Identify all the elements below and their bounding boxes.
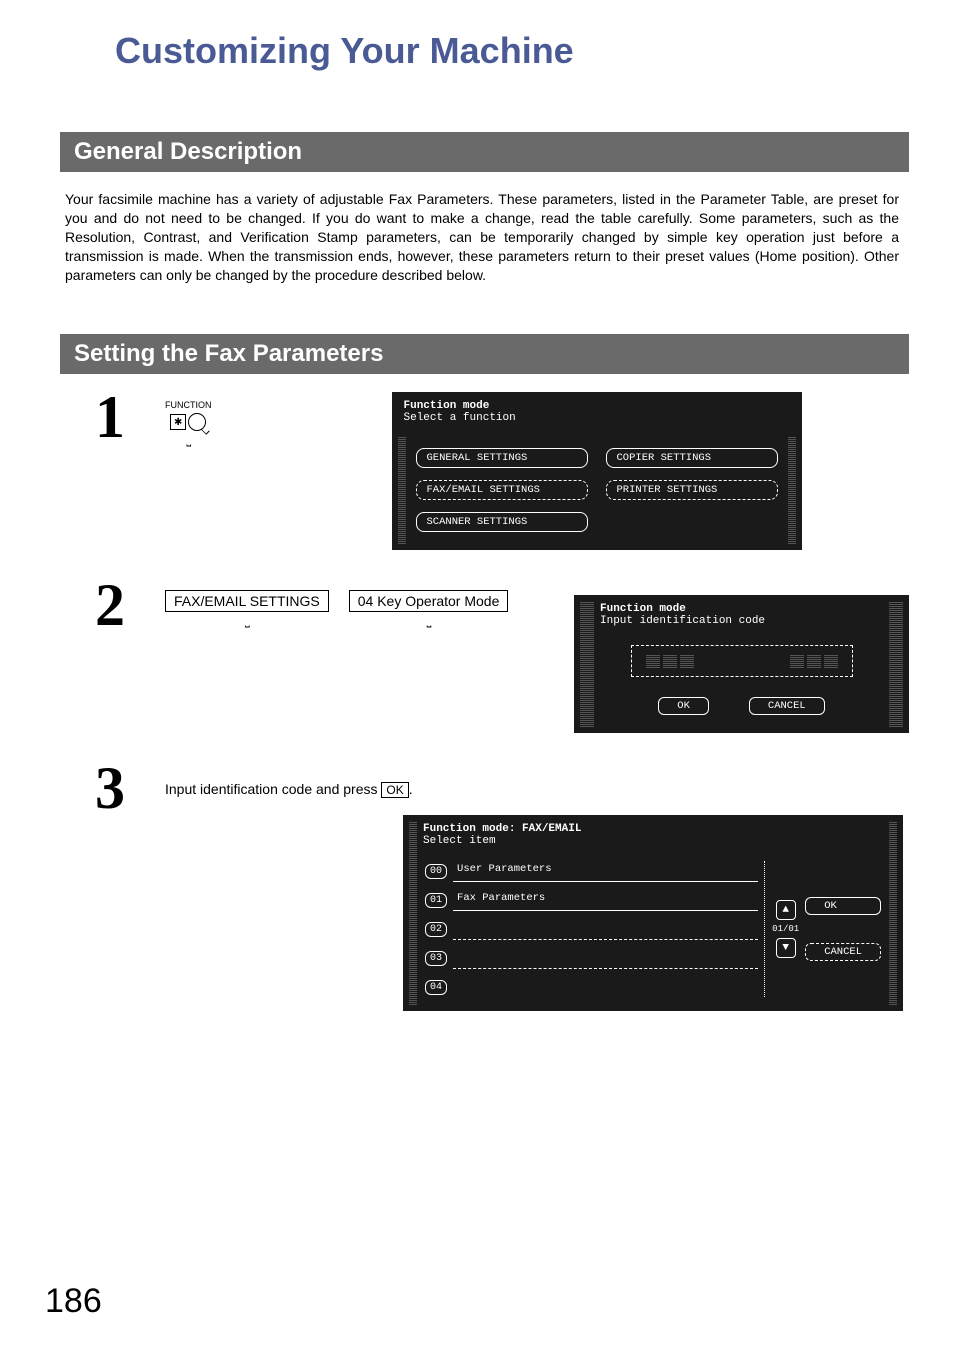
- step-1: 1 FUNCTION ✱ ⎵ Function mode Select a fu…: [95, 392, 909, 550]
- step-3-instruction: Input identification code and press OK.: [165, 781, 909, 797]
- separator: [764, 861, 766, 997]
- general-description-body: Your facsimile machine has a variety of …: [65, 190, 899, 284]
- hatch-decoration-icon: [788, 436, 796, 544]
- section-header-general: General Description: [60, 132, 909, 172]
- hatch-decoration-icon: [889, 601, 903, 727]
- list-item-number: 01: [425, 893, 447, 908]
- code-placeholder-icon: [646, 654, 660, 668]
- hatch-decoration-icon: [889, 821, 897, 1005]
- code-placeholder-icon: [790, 654, 804, 668]
- cancel-button[interactable]: CANCEL: [805, 943, 881, 961]
- scroll-down-button[interactable]: ▼: [776, 938, 796, 958]
- list-item-number: 04: [425, 980, 447, 995]
- page-number: 186: [45, 1282, 102, 1321]
- press-bracket-icon: ⎵: [245, 616, 249, 627]
- list-item-empty[interactable]: [453, 977, 758, 997]
- general-settings-button[interactable]: GENERAL SETTINGS: [416, 448, 588, 468]
- screen-fax-email-list: Function mode: FAX/EMAIL Select item 00 …: [403, 815, 903, 1011]
- code-placeholder-icon: [680, 654, 694, 668]
- press-bracket-icon: ⎵: [427, 616, 431, 627]
- ok-button[interactable]: OK: [658, 697, 709, 715]
- ok-button[interactable]: OK: [805, 897, 881, 915]
- cancel-button[interactable]: CANCEL: [749, 697, 825, 715]
- list-item-number: 02: [425, 922, 447, 937]
- section-header-fax-params: Setting the Fax Parameters: [60, 334, 909, 374]
- press-bracket-icon: ⎵: [186, 435, 190, 446]
- fax-email-settings-button[interactable]: FAX/EMAIL SETTINGS: [416, 480, 588, 500]
- code-entry-field[interactable]: [631, 645, 853, 677]
- screen-subtitle: Select a function: [398, 412, 796, 430]
- screen-title: Function mode: [594, 601, 889, 615]
- list-item-number: 00: [425, 864, 447, 879]
- code-placeholder-icon: [807, 654, 821, 668]
- list-item-empty[interactable]: [453, 948, 758, 969]
- copier-settings-button[interactable]: COPIER SETTINGS: [606, 448, 778, 468]
- list-item-empty[interactable]: [453, 919, 758, 940]
- screen-title: Function mode: [398, 398, 796, 412]
- step-number: 3: [95, 758, 165, 818]
- screen-title: Function mode: FAX/EMAIL: [417, 821, 889, 835]
- list-item-fax-params[interactable]: Fax Parameters: [453, 890, 758, 911]
- screen-subtitle: Input identification code: [594, 615, 889, 633]
- hatch-decoration-icon: [409, 821, 417, 1005]
- ok-inline-label: OK: [381, 782, 408, 798]
- list-item-user-params[interactable]: User Parameters: [453, 861, 758, 882]
- list-item-number: 03: [425, 951, 447, 966]
- key-operator-mode-label: 04 Key Operator Mode: [349, 590, 509, 612]
- screen-subtitle: Select item: [417, 835, 889, 853]
- hatch-decoration-icon: [398, 436, 406, 544]
- hatch-decoration-icon: [580, 601, 594, 727]
- scanner-settings-button[interactable]: SCANNER SETTINGS: [416, 512, 588, 532]
- page-indicator: 01/01: [772, 924, 799, 934]
- printer-settings-button[interactable]: PRINTER SETTINGS: [606, 480, 778, 500]
- step-2: 2 FAX/EMAIL SETTINGS ⎵ 04 Key Operator M…: [95, 580, 909, 733]
- step-3: 3 Input identification code and press OK…: [95, 763, 909, 1011]
- step-number: 2: [95, 575, 165, 635]
- code-placeholder-icon: [663, 654, 677, 668]
- function-key-label: FUNCTION: [165, 400, 212, 410]
- fax-email-settings-label: FAX/EMAIL SETTINGS: [165, 590, 329, 612]
- screen-id-code: Function mode Input identification code: [574, 595, 909, 733]
- code-placeholder-icon: [824, 654, 838, 668]
- asterisk-icon: ✱: [170, 414, 186, 430]
- page-title: Customizing Your Machine: [115, 30, 909, 72]
- scroll-up-button[interactable]: ▲: [776, 900, 796, 920]
- function-key-icon: [188, 413, 206, 431]
- step-number: 1: [95, 387, 165, 447]
- screen-function-mode: Function mode Select a function GENERAL …: [392, 392, 802, 550]
